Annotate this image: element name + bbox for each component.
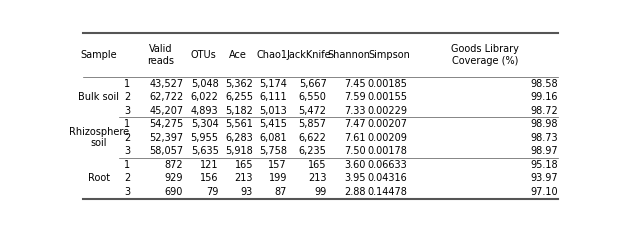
Text: 5,955: 5,955: [191, 133, 219, 143]
Text: 7.33: 7.33: [344, 106, 366, 116]
Text: 0.00209: 0.00209: [368, 133, 408, 143]
Text: 6,111: 6,111: [259, 92, 287, 102]
Text: 5,048: 5,048: [191, 79, 219, 89]
Text: 3: 3: [124, 187, 131, 197]
Text: Root: Root: [88, 173, 110, 183]
Text: 6,622: 6,622: [299, 133, 327, 143]
Text: 6,255: 6,255: [225, 92, 253, 102]
Text: 5,415: 5,415: [259, 119, 287, 129]
Text: 3: 3: [124, 106, 131, 116]
Text: 6,081: 6,081: [259, 133, 287, 143]
Text: Sample: Sample: [81, 50, 117, 60]
Text: 0.06633: 0.06633: [368, 160, 408, 170]
Text: 2: 2: [124, 92, 131, 102]
Text: 3: 3: [124, 146, 131, 156]
Text: 98.98: 98.98: [530, 119, 558, 129]
Text: 97.10: 97.10: [530, 187, 558, 197]
Text: 5,013: 5,013: [259, 106, 287, 116]
Text: 213: 213: [308, 173, 327, 183]
Text: 52,397: 52,397: [149, 133, 183, 143]
Text: 95.18: 95.18: [530, 160, 558, 170]
Text: 2.88: 2.88: [344, 187, 366, 197]
Text: 3.60: 3.60: [344, 160, 366, 170]
Text: 43,527: 43,527: [149, 79, 183, 89]
Text: 156: 156: [200, 173, 219, 183]
Text: JackKnife: JackKnife: [287, 50, 331, 60]
Text: Shannon: Shannon: [327, 50, 370, 60]
Text: 2: 2: [124, 173, 131, 183]
Text: 99: 99: [314, 187, 327, 197]
Text: 7.45: 7.45: [344, 79, 366, 89]
Text: 7.47: 7.47: [344, 119, 366, 129]
Text: Chao1: Chao1: [257, 50, 288, 60]
Text: 6,550: 6,550: [299, 92, 327, 102]
Text: 0.00155: 0.00155: [368, 92, 408, 102]
Text: 165: 165: [308, 160, 327, 170]
Text: 7.50: 7.50: [344, 146, 366, 156]
Text: 3.95: 3.95: [344, 173, 366, 183]
Text: 5,304: 5,304: [191, 119, 219, 129]
Text: 4,893: 4,893: [191, 106, 219, 116]
Text: 1: 1: [124, 160, 131, 170]
Text: 157: 157: [268, 160, 287, 170]
Text: 0.00207: 0.00207: [368, 119, 408, 129]
Text: 98.58: 98.58: [530, 79, 558, 89]
Text: 87: 87: [274, 187, 287, 197]
Text: 5,667: 5,667: [299, 79, 327, 89]
Text: 0.04316: 0.04316: [368, 173, 408, 183]
Text: 5,174: 5,174: [259, 79, 287, 89]
Text: 45,207: 45,207: [149, 106, 183, 116]
Text: 199: 199: [269, 173, 287, 183]
Text: 98.97: 98.97: [530, 146, 558, 156]
Text: 929: 929: [165, 173, 183, 183]
Text: 6,235: 6,235: [299, 146, 327, 156]
Text: Rhizosphere
soil: Rhizosphere soil: [69, 127, 129, 148]
Text: 98.73: 98.73: [530, 133, 558, 143]
Text: 93: 93: [241, 187, 253, 197]
Text: 58,057: 58,057: [149, 146, 183, 156]
Text: Simpson: Simpson: [368, 50, 410, 60]
Text: 0.00178: 0.00178: [368, 146, 408, 156]
Text: Goods Library
Coverage (%): Goods Library Coverage (%): [451, 44, 519, 66]
Text: 2: 2: [124, 133, 131, 143]
Text: 1: 1: [124, 119, 131, 129]
Text: 5,362: 5,362: [225, 79, 253, 89]
Text: 0.00185: 0.00185: [368, 79, 408, 89]
Text: 54,275: 54,275: [149, 119, 183, 129]
Text: 7.61: 7.61: [344, 133, 366, 143]
Text: 690: 690: [165, 187, 183, 197]
Text: 165: 165: [234, 160, 253, 170]
Text: Bulk soil: Bulk soil: [78, 92, 119, 102]
Text: 6,022: 6,022: [191, 92, 219, 102]
Text: 6,283: 6,283: [225, 133, 253, 143]
Text: 98.72: 98.72: [530, 106, 558, 116]
Text: 93.97: 93.97: [530, 173, 558, 183]
Text: 62,722: 62,722: [149, 92, 183, 102]
Text: 5,561: 5,561: [225, 119, 253, 129]
Text: 79: 79: [206, 187, 219, 197]
Text: Valid
reads: Valid reads: [147, 44, 174, 66]
Text: 5,182: 5,182: [225, 106, 253, 116]
Text: 121: 121: [200, 160, 219, 170]
Text: 872: 872: [164, 160, 183, 170]
Text: 5,918: 5,918: [225, 146, 253, 156]
Text: 213: 213: [234, 173, 253, 183]
Text: 0.14478: 0.14478: [368, 187, 408, 197]
Text: 5,472: 5,472: [299, 106, 327, 116]
Text: OTUs: OTUs: [191, 50, 216, 60]
Text: 7.59: 7.59: [344, 92, 366, 102]
Text: 5,635: 5,635: [191, 146, 219, 156]
Text: 0.00229: 0.00229: [368, 106, 408, 116]
Text: Ace: Ace: [229, 50, 247, 60]
Text: 5,758: 5,758: [259, 146, 287, 156]
Text: 99.16: 99.16: [530, 92, 558, 102]
Text: 5,857: 5,857: [299, 119, 327, 129]
Text: 1: 1: [124, 79, 131, 89]
